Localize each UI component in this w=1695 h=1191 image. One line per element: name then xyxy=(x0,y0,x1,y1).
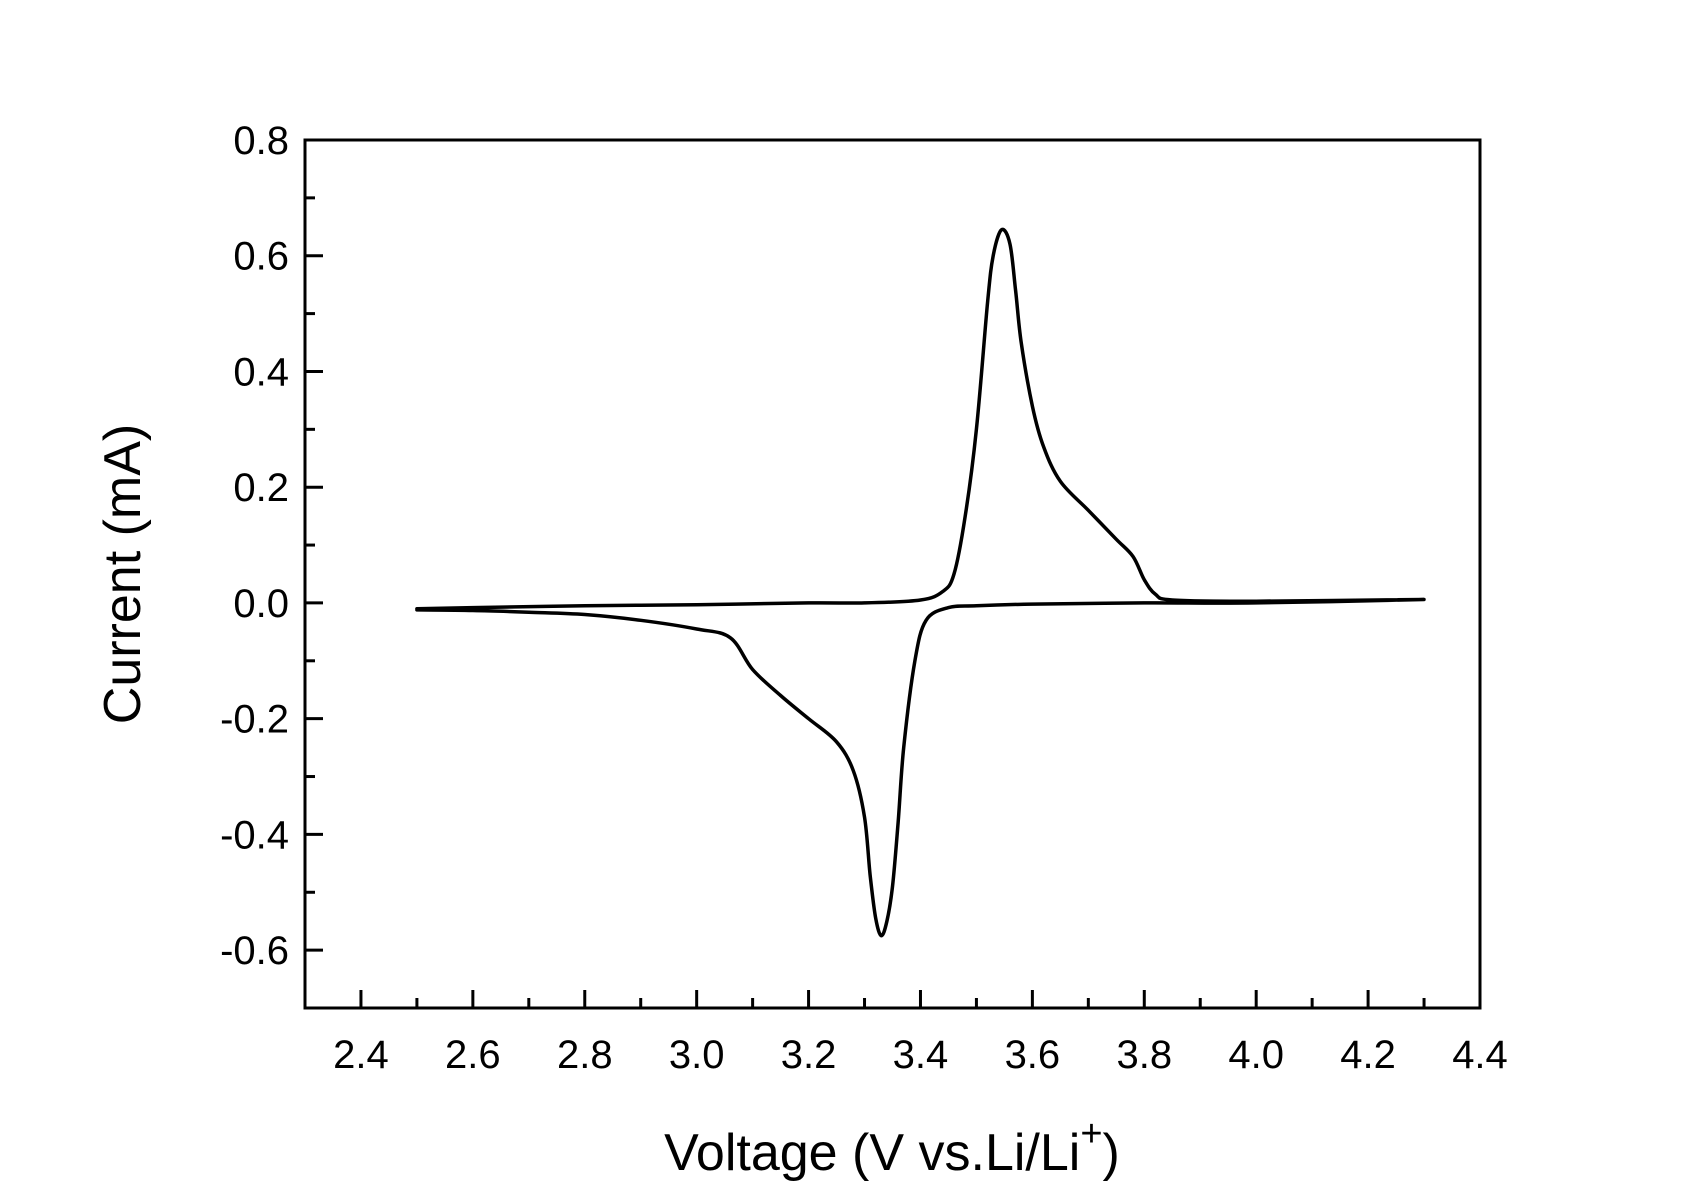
x-axis-title: Voltage (V vs.Li/Li+) xyxy=(664,1113,1120,1182)
x-tick-label: 2.8 xyxy=(557,1033,613,1077)
x-tick-label: 3.4 xyxy=(893,1033,949,1077)
x-tick-label: 2.4 xyxy=(333,1033,389,1077)
cv-curve-line xyxy=(415,227,1426,938)
y-tick-label: -0.4 xyxy=(220,813,289,857)
y-axis-title: Current (mA) xyxy=(94,424,152,724)
y-tick-label: -0.2 xyxy=(220,698,289,742)
x-tick-label: 3.8 xyxy=(1116,1033,1172,1077)
y-tick-label: 0.4 xyxy=(233,350,289,394)
x-tick-label: 4.0 xyxy=(1228,1033,1284,1077)
x-tick-label: 2.6 xyxy=(445,1033,501,1077)
plot-frame xyxy=(303,138,1482,1010)
x-tick-label: 3.6 xyxy=(1005,1033,1061,1077)
axis-tick-labels: 2.4 2.6 2.8 3.0 3.2 3.4 3.6 3.8 4.0 4.2 4.4 0.8 0.6 0… xyxy=(220,119,1508,1077)
x-tick-label: 4.4 xyxy=(1452,1033,1508,1077)
y-tick-label: 0.6 xyxy=(233,235,289,279)
axis-ticks xyxy=(305,138,1482,1008)
x-tick-label: 3.0 xyxy=(669,1033,725,1077)
x-tick-label: 3.2 xyxy=(781,1033,837,1077)
x-axis-title-superscript: + xyxy=(1080,1113,1102,1155)
x-tick-label: 4.2 xyxy=(1340,1033,1396,1077)
y-tick-label: 0.2 xyxy=(233,466,289,510)
y-tick-label: -0.6 xyxy=(220,929,289,973)
y-tick-label: 0.8 xyxy=(233,119,289,163)
y-tick-label: 0.0 xyxy=(233,582,289,626)
